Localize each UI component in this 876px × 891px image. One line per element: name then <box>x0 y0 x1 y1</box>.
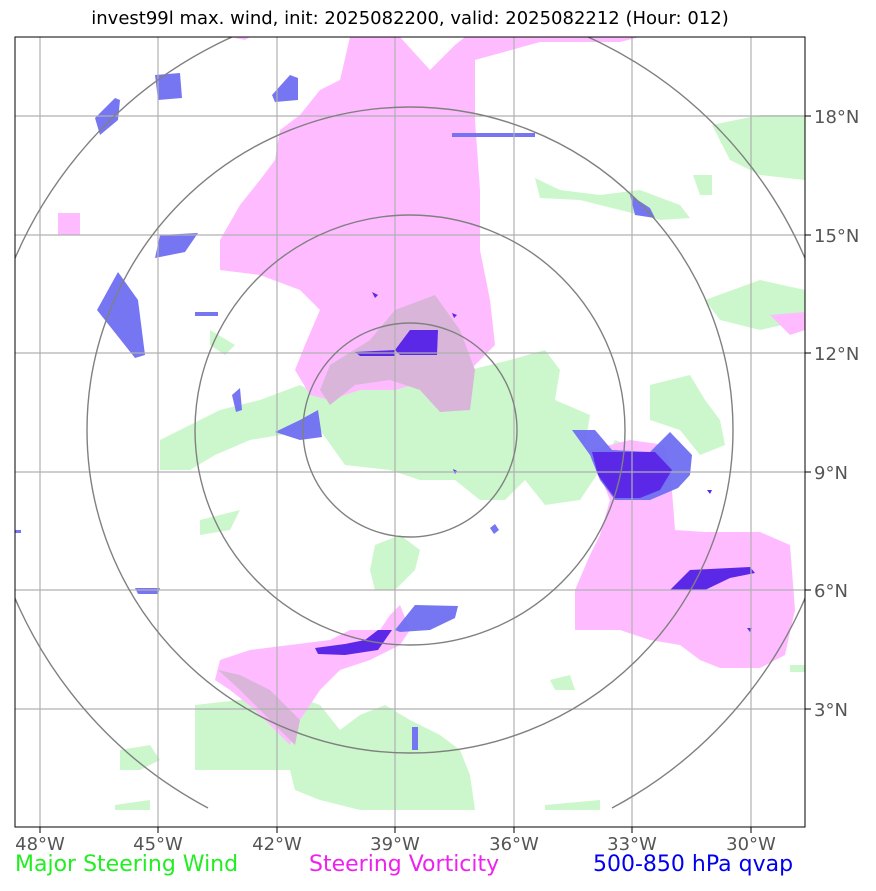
lat-label-6n: 6°N <box>814 581 848 602</box>
qvap-core-4 <box>670 567 755 590</box>
qvap-blob-5 <box>97 272 145 358</box>
qvap-core-7 <box>452 313 457 318</box>
plot-frame <box>14 36 806 828</box>
wind-area-sw <box>195 690 475 810</box>
range-ring-3 <box>86 106 734 754</box>
range-ring-2 <box>194 214 626 646</box>
qvap-core-1 <box>395 330 438 355</box>
map-layers <box>15 37 805 827</box>
qvap-blob-4 <box>155 233 198 258</box>
qvap-blob-12 <box>395 605 458 632</box>
wind-area-central <box>160 350 600 505</box>
vort-area-top <box>230 37 250 40</box>
lon-label-30w: 30°W <box>726 834 776 855</box>
lon-label-45w: 45°W <box>133 834 183 855</box>
range-rings <box>86 106 734 754</box>
wind-area-se2 <box>545 800 600 810</box>
lon-label-42w: 42°W <box>252 834 302 855</box>
qvap-blob-15 <box>490 524 499 534</box>
vort-area-west <box>58 213 80 235</box>
range-ring-1 <box>302 322 518 538</box>
lat-label-3n: 3°N <box>814 700 848 721</box>
legend-qvap: 500-850 hPa qvap <box>593 852 794 877</box>
lat-label-18n: 18°N <box>814 107 859 128</box>
lon-label-48w: 48°W <box>15 834 65 855</box>
wind-area-sw2 <box>120 745 160 770</box>
map-title: invest99l max. wind, init: 2025082200, v… <box>91 8 729 29</box>
graticule <box>15 37 805 827</box>
qvap-blob-1 <box>155 73 182 100</box>
wind-area-small2 <box>200 510 240 535</box>
wind-area-ne <box>712 115 805 180</box>
overlap-south <box>218 670 300 745</box>
qvap-blob-2 <box>272 75 298 102</box>
lat-label-9n: 9°N <box>814 463 848 484</box>
qvap-blob-14 <box>412 727 418 750</box>
vort-area-north <box>220 37 640 400</box>
wind-area-ne3 <box>693 175 712 195</box>
lat-label-12n: 12°N <box>814 344 859 365</box>
qvap-core-5 <box>315 630 392 655</box>
lat-label-15n: 15°N <box>814 226 859 247</box>
wind-area-ne2 <box>535 178 690 220</box>
legend-steering-wind: Major Steering Wind <box>15 852 239 877</box>
qvap-blob-16 <box>15 530 21 533</box>
tick-marks <box>39 115 811 833</box>
wind-area-sw3 <box>115 800 150 810</box>
qvap-blob-10 <box>452 133 535 137</box>
lon-label-39w: 39°W <box>370 834 420 855</box>
vort-area-east2 <box>770 312 805 335</box>
qvap-blob-6 <box>195 312 218 316</box>
lat-labels: 18°N 15°N 12°N 9°N 6°N 3°N <box>814 107 859 721</box>
wind-area-se <box>550 675 575 690</box>
qvap-core-10 <box>707 490 712 494</box>
wind-area-east <box>650 375 725 455</box>
lon-labels: 48°W 45°W 42°W 39°W 36°W 33°W 30°W <box>15 834 776 855</box>
qvap-blob-8 <box>275 410 322 440</box>
lon-label-36w: 36°W <box>489 834 539 855</box>
qvap-blob-7 <box>232 388 242 412</box>
qvap-core-6 <box>372 292 378 298</box>
qvap-blob-13 <box>135 588 160 594</box>
legend-steering-vorticity: Steering Vorticity <box>309 852 500 877</box>
wind-area-se3 <box>790 665 805 672</box>
lon-label-33w: 33°W <box>607 834 657 855</box>
